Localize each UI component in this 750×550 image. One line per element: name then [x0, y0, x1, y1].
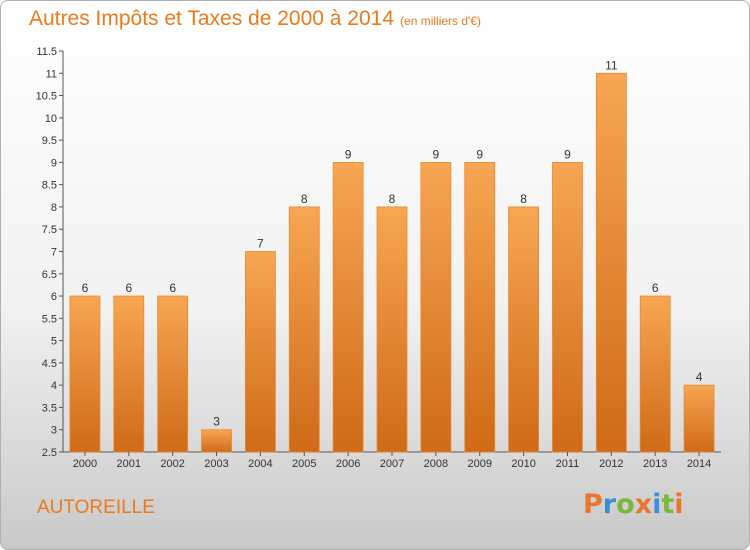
- x-tick-label: 2013: [643, 458, 667, 470]
- x-tick-label: 2009: [467, 458, 491, 470]
- x-tick-label: 2005: [292, 458, 316, 470]
- commune-name: AUTOREILLE: [37, 497, 155, 518]
- y-tick-label: 4.5: [42, 358, 57, 370]
- data-label: 7: [257, 237, 264, 251]
- chart-title-text: Autres Impôts et Taxes de 2000 à 2014: [29, 7, 395, 30]
- logo-letter: i: [652, 489, 662, 520]
- data-label: 9: [564, 147, 571, 161]
- logo-letter: r: [602, 489, 617, 520]
- y-tick-label: 11: [46, 68, 57, 80]
- x-tick-label: 2014: [687, 458, 711, 470]
- y-tick-label: 3.5: [42, 402, 57, 414]
- y-tick-label: 3: [51, 425, 57, 437]
- x-tick-label: 2012: [599, 458, 623, 470]
- y-tick-label: 8: [51, 202, 57, 214]
- chart-title: Autres Impôts et Taxes de 2000 à 2014 (en…: [29, 7, 481, 31]
- x-tick-label: 2004: [248, 458, 272, 470]
- x-tick-label: 2002: [160, 458, 184, 470]
- y-tick-label: 8.5: [42, 180, 57, 192]
- bar: [157, 295, 189, 453]
- logo-letter: P: [583, 489, 603, 520]
- logo-letter: i: [674, 489, 684, 520]
- y-tick-label: 2.5: [42, 447, 57, 459]
- x-tick-label: 2006: [336, 458, 360, 470]
- data-label: 9: [345, 147, 352, 161]
- y-tick-label: 10.5: [36, 91, 57, 103]
- data-label: 6: [82, 281, 89, 295]
- data-label: 8: [520, 192, 527, 206]
- bar: [201, 429, 232, 453]
- bar: [332, 161, 364, 453]
- data-label: 9: [476, 147, 483, 161]
- bar: [69, 295, 101, 453]
- bar: [464, 161, 496, 453]
- bar: [420, 161, 452, 453]
- logo-letter: t: [661, 489, 675, 520]
- bar: [552, 161, 583, 453]
- x-tick-label: 2000: [73, 458, 97, 470]
- y-tick-label: 5.5: [42, 313, 57, 325]
- x-tick-label: 2001: [117, 458, 141, 470]
- x-tick-label: 2003: [204, 458, 228, 470]
- data-label: 6: [652, 281, 659, 295]
- data-label: 3: [213, 415, 220, 429]
- data-label: 4: [696, 370, 703, 384]
- data-label: 8: [389, 192, 396, 206]
- y-tick-label: 4: [51, 380, 57, 392]
- data-label: 11: [605, 58, 618, 72]
- bar: [376, 206, 408, 453]
- data-label: 6: [125, 281, 132, 295]
- y-tick-label: 6.5: [42, 269, 57, 281]
- proxiti-logo: Proxiti: [583, 489, 684, 520]
- bar: [113, 295, 145, 453]
- bar: [244, 251, 276, 453]
- bar: [683, 384, 715, 453]
- data-label: 6: [169, 281, 176, 295]
- x-tick-label: 2007: [380, 458, 404, 470]
- y-tick-label: 9: [51, 157, 57, 169]
- data-label: 9: [433, 147, 440, 161]
- x-tick-label: 2010: [511, 458, 535, 470]
- y-tick-label: 11.5: [36, 46, 57, 58]
- y-tick-label: 6: [51, 291, 57, 303]
- y-tick-label: 9.5: [42, 135, 57, 147]
- y-tick-label: 7: [51, 247, 57, 259]
- bar: [639, 295, 671, 453]
- y-tick-label: 10: [45, 113, 57, 125]
- y-tick-label: 5: [51, 336, 57, 348]
- bar: [595, 72, 627, 453]
- bar: [288, 206, 320, 453]
- x-tick-label: 2008: [424, 458, 448, 470]
- unit-label: (en milliers d'€): [400, 14, 482, 28]
- plot-area: 2.5 3 3.5 4 4.5 5 5.5 6 6.5 7 7.5 8 8.5 9 9.5 10 10.5 11 1…: [36, 46, 721, 470]
- logo-letter: x: [634, 489, 653, 520]
- x-tick-label: 2011: [556, 458, 580, 470]
- y-tick-label: 7.5: [42, 224, 57, 236]
- logo-letter: o: [616, 489, 635, 520]
- data-label: 8: [301, 192, 308, 206]
- bar: [508, 206, 540, 453]
